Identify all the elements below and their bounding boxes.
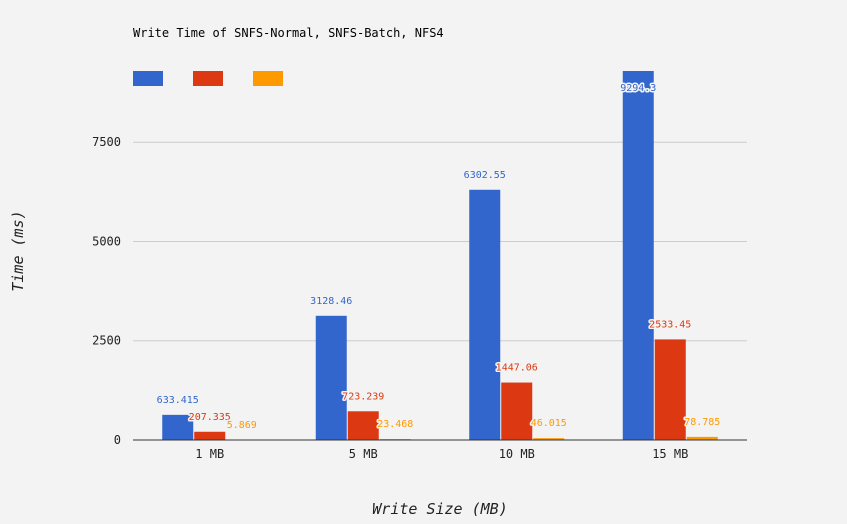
bar bbox=[347, 411, 379, 440]
data-label: 46.015 bbox=[531, 418, 567, 429]
x-axis-title: Write Size (MB) bbox=[372, 500, 507, 518]
data-label: 2533.45 bbox=[649, 319, 691, 330]
data-label: 5.869 bbox=[227, 420, 257, 431]
bars bbox=[162, 71, 718, 440]
legend-swatch bbox=[133, 71, 163, 86]
bar bbox=[654, 339, 686, 440]
data-label: 23.468 bbox=[377, 419, 413, 430]
legend-swatch bbox=[193, 71, 223, 86]
y-axis-title: Time (ms) bbox=[9, 210, 27, 291]
bar bbox=[686, 436, 718, 440]
bar bbox=[162, 414, 194, 440]
data-label: 6302.55 bbox=[464, 170, 506, 181]
x-tick-label: 15 MB bbox=[652, 447, 688, 461]
chart-title: Write Time of SNFS-Normal, SNFS-Batch, N… bbox=[133, 26, 444, 40]
data-label: 9294.3 bbox=[620, 83, 656, 94]
bar bbox=[315, 315, 347, 440]
y-tick-label: 0 bbox=[114, 433, 121, 447]
data-label: 78.785 bbox=[684, 417, 720, 428]
data-label: 723.239 bbox=[342, 391, 384, 402]
x-tick-label: 1 MB bbox=[195, 447, 224, 461]
x-axis-ticks: 1 MB 5 MB 10 MB 15 MB bbox=[195, 447, 688, 461]
data-label: 633.415 bbox=[157, 395, 199, 406]
bar bbox=[194, 431, 226, 440]
legend bbox=[133, 71, 283, 86]
bar bbox=[501, 382, 533, 440]
y-axis-ticks: 0 2500 5000 7500 bbox=[92, 135, 121, 447]
data-label: 3128.46 bbox=[310, 296, 352, 307]
data-label: 1447.06 bbox=[496, 363, 538, 374]
bar bbox=[622, 71, 654, 440]
y-tick-label: 2500 bbox=[92, 334, 121, 348]
bar bbox=[469, 189, 501, 440]
data-label: 207.335 bbox=[189, 412, 231, 423]
x-tick-label: 10 MB bbox=[499, 447, 535, 461]
bar bbox=[533, 438, 565, 440]
y-tick-label: 5000 bbox=[92, 234, 121, 248]
legend-swatch bbox=[253, 71, 283, 86]
x-tick-label: 5 MB bbox=[349, 447, 378, 461]
gridlines bbox=[133, 141, 747, 342]
y-tick-label: 7500 bbox=[92, 135, 121, 149]
